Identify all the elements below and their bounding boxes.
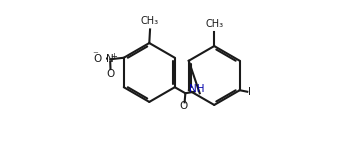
Text: CH₃: CH₃ (141, 16, 159, 26)
Text: O: O (180, 101, 188, 111)
Text: ⁻: ⁻ (92, 50, 98, 61)
Text: CH₃: CH₃ (205, 19, 223, 29)
Text: O: O (93, 53, 101, 64)
Text: NH: NH (189, 84, 205, 94)
Text: N: N (106, 53, 113, 64)
Text: O: O (107, 69, 115, 79)
Text: I: I (248, 87, 252, 97)
Text: +: + (110, 52, 117, 61)
